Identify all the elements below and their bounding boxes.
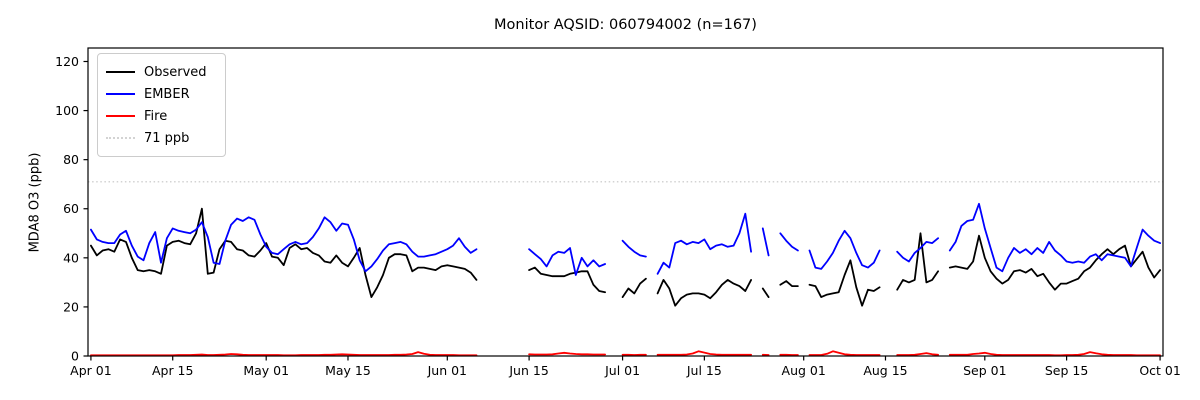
x-tick-label: Apr 15 (152, 363, 194, 378)
y-tick-label: 40 (63, 250, 79, 265)
x-tick-label: Aug 01 (782, 363, 826, 378)
series-line-observed (90, 207, 1161, 307)
series-line-fire (90, 350, 1161, 357)
x-tick-label: Jun 01 (427, 363, 467, 378)
y-tick-label: 20 (63, 299, 79, 314)
x-tick-label: Oct 01 (1139, 363, 1181, 378)
y-tick-label: 80 (63, 152, 79, 167)
x-tick-label: Apr 01 (70, 363, 112, 378)
axes-spines (87, 47, 1164, 357)
series-line-ember (90, 202, 1161, 276)
threshold-line-sample (106, 137, 135, 139)
x-tick-label: Aug 15 (863, 363, 907, 378)
legend-item-threshold: 71 ppb (106, 127, 216, 149)
ember-line-sample (106, 93, 135, 95)
legend-label: 71 ppb (144, 130, 190, 146)
x-tick-label: Jul 01 (604, 363, 640, 378)
legend-item-ember: EMBER (106, 83, 216, 105)
x-tick-label: May 01 (243, 363, 289, 378)
y-tick-label: 60 (63, 201, 79, 216)
x-tick-label: Sep 15 (1045, 363, 1088, 378)
x-tick-label: Jul 15 (686, 363, 722, 378)
y-axis-label: MDA8 O3 (ppb) (27, 152, 43, 253)
y-tick-label: 0 (71, 349, 79, 364)
observed-line-sample (106, 71, 135, 73)
x-tick-label: Jun 15 (508, 363, 548, 378)
legend-label: Fire (144, 108, 168, 124)
fire-line-sample (106, 115, 135, 117)
y-tick-label: 100 (55, 103, 79, 118)
legend-item-fire: Fire (106, 105, 216, 127)
x-tick-label: Sep 01 (963, 363, 1006, 378)
chart-title: Monitor AQSID: 060794002 (n=167) (494, 17, 757, 33)
y-tick-label: 120 (55, 54, 79, 69)
legend-label: EMBER (144, 86, 190, 102)
legend: Observed EMBER Fire 71 ppb (97, 53, 226, 157)
x-tick-label: May 15 (325, 363, 371, 378)
legend-item-observed: Observed (106, 61, 216, 83)
legend-label: Observed (144, 64, 207, 80)
